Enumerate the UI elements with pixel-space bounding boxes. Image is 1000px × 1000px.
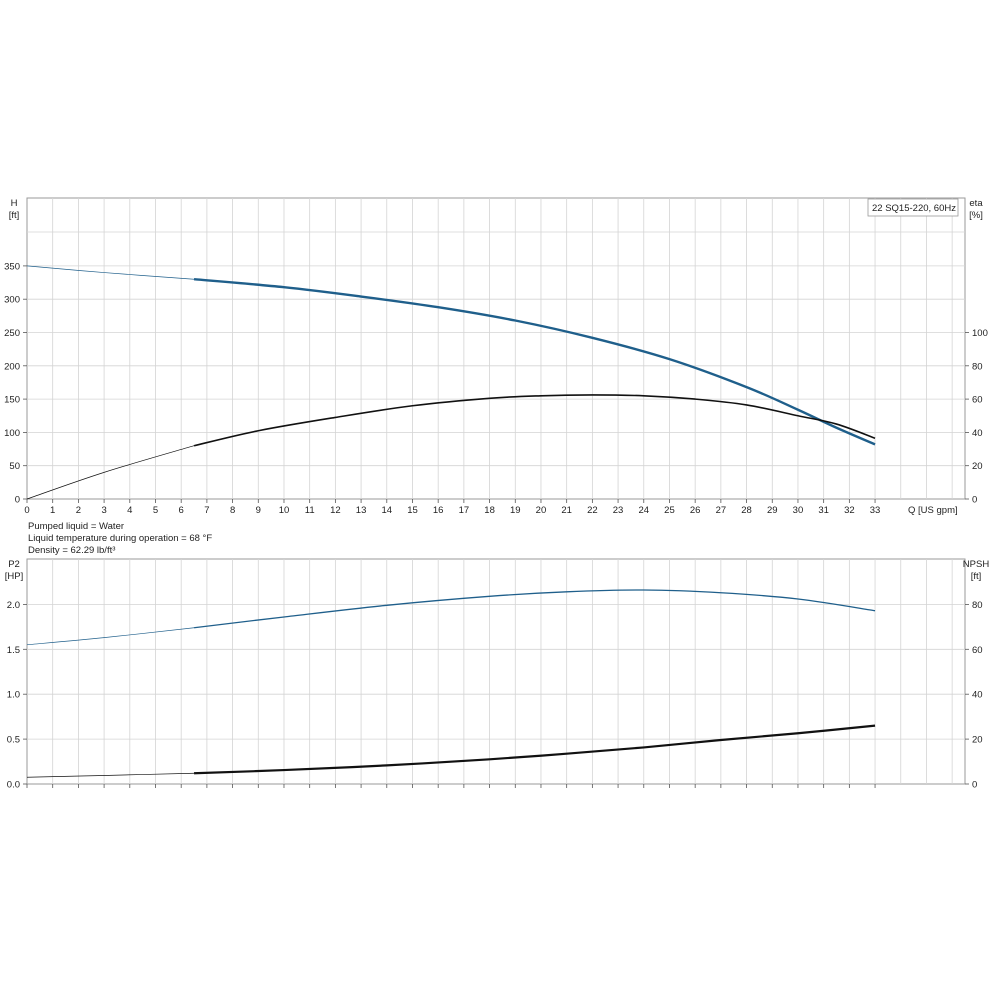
x-tick-label: 7 xyxy=(204,505,209,516)
left-tick-label: 300 xyxy=(4,295,20,306)
plot-frame xyxy=(26,197,966,500)
x-tick-label: 3 xyxy=(101,505,106,516)
right-tick-label: 0 xyxy=(972,495,977,506)
right-axis-label: NPSH xyxy=(963,559,990,570)
right-tick-label: 100 xyxy=(972,328,988,339)
x-tick-label: 17 xyxy=(459,505,470,516)
right-tick-label: 20 xyxy=(972,735,983,746)
right-tick-label: 40 xyxy=(972,428,983,439)
x-tick-label: 24 xyxy=(638,505,649,516)
x-tick-label: 11 xyxy=(305,505,315,516)
left-tick-label: 1.0 xyxy=(7,690,20,701)
right-tick-label: 60 xyxy=(972,645,983,656)
right-axis-label: eta xyxy=(969,198,983,209)
left-tick-label: 0.5 xyxy=(7,735,20,746)
x-tick-label: 33 xyxy=(870,505,881,516)
left-axis-label: P2 xyxy=(8,559,20,570)
x-tick-label: 23 xyxy=(613,505,624,516)
power-curve xyxy=(193,589,876,629)
x-tick-label: 10 xyxy=(279,505,290,516)
left-tick-label: 2.0 xyxy=(7,600,20,611)
left-tick-label: 50 xyxy=(9,461,20,472)
right-tick-label: 80 xyxy=(972,600,983,611)
left-tick-label: 1.5 xyxy=(7,645,20,656)
left-tick-label: 200 xyxy=(4,361,20,372)
npsh-curve-extrapolated xyxy=(26,772,195,778)
x-tick-label: 20 xyxy=(536,505,547,516)
left-tick-label: 350 xyxy=(4,261,20,272)
info-pumped-liquid: Pumped liquid = Water xyxy=(28,521,125,532)
left-tick-label: 150 xyxy=(4,395,20,406)
x-tick-label: 28 xyxy=(741,505,752,516)
x-tick-label: 31 xyxy=(818,505,829,516)
x-tick-label: 15 xyxy=(407,505,418,516)
info-liquid-temperature: Liquid temperature during operation = 68… xyxy=(28,533,213,544)
x-tick-label: 22 xyxy=(587,505,598,516)
head-curve-extrapolated xyxy=(26,265,195,280)
x-tick-label: 0 xyxy=(24,505,29,516)
x-tick-label: 6 xyxy=(179,505,184,516)
x-tick-label: 14 xyxy=(381,505,392,516)
head-efficiency-chart: 050100150200250300350H[ft]020406080100et… xyxy=(4,197,988,516)
head-curve xyxy=(193,278,876,446)
legend-box xyxy=(867,198,959,217)
x-tick-label: 4 xyxy=(127,505,132,516)
x-axis-label: Q [US gpm] xyxy=(908,505,958,516)
plot-frame xyxy=(26,558,966,785)
left-axis-label: H xyxy=(11,198,18,209)
efficiency-curve-extrapolated xyxy=(26,445,195,500)
npsh-curve xyxy=(194,724,876,775)
left-tick-label: 0.0 xyxy=(7,780,20,791)
x-tick-label: 26 xyxy=(690,505,701,516)
x-tick-label: 16 xyxy=(433,505,444,516)
info-density: Density = 62.29 lb/ft³ xyxy=(28,545,116,556)
x-tick-label: 9 xyxy=(256,505,261,516)
efficiency-curve xyxy=(193,394,876,447)
left-axis-unit: [ft] xyxy=(9,210,20,221)
right-axis-unit: [%] xyxy=(969,210,983,221)
left-tick-label: 250 xyxy=(4,328,20,339)
right-axis-unit: [ft] xyxy=(971,571,982,582)
x-tick-label: 32 xyxy=(844,505,855,516)
x-tick-label: 30 xyxy=(793,505,804,516)
legend-label: 22 SQ15-220, 60Hz xyxy=(872,203,956,214)
right-tick-label: 20 xyxy=(972,461,983,472)
x-tick-label: 18 xyxy=(484,505,495,516)
x-tick-label: 8 xyxy=(230,505,235,516)
left-axis-unit: [HP] xyxy=(5,571,23,582)
power-curve-extrapolated xyxy=(26,627,195,646)
right-tick-label: 80 xyxy=(972,361,983,372)
x-tick-label: 19 xyxy=(510,505,521,516)
right-tick-label: 60 xyxy=(972,395,983,406)
x-tick-label: 12 xyxy=(330,505,341,516)
left-tick-label: 0 xyxy=(15,495,20,506)
x-tick-label: 1 xyxy=(50,505,55,516)
x-tick-label: 13 xyxy=(356,505,367,516)
x-tick-label: 29 xyxy=(767,505,778,516)
x-tick-label: 2 xyxy=(76,505,81,516)
right-tick-label: 0 xyxy=(972,780,977,791)
x-tick-label: 21 xyxy=(561,505,572,516)
left-tick-label: 100 xyxy=(4,428,20,439)
right-tick-label: 40 xyxy=(972,690,983,701)
x-tick-label: 25 xyxy=(664,505,675,516)
x-tick-label: 27 xyxy=(716,505,727,516)
power-npsh-chart: 0.0 0.5 1.0 1.5 2.0 P2[HP] 0 20 40 60 80 NPSH[ft] xyxy=(5,558,990,791)
legend: 22 SQ15-220, 60Hz xyxy=(867,198,959,217)
x-tick-label: 5 xyxy=(153,505,158,516)
